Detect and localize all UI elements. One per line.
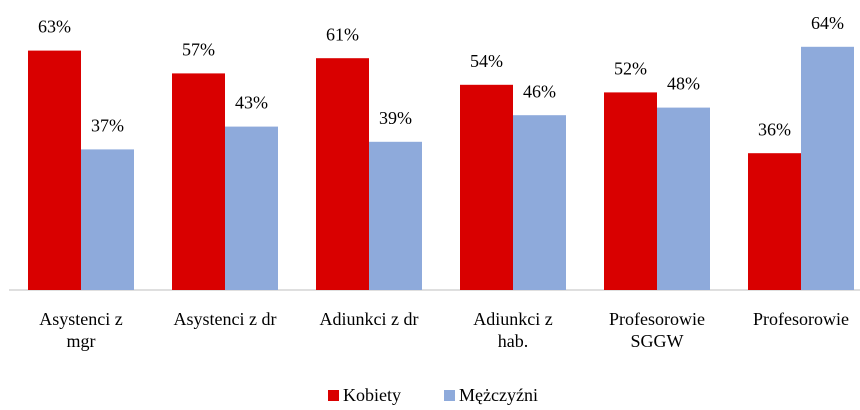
data-label: 64% (811, 13, 844, 33)
data-label: 36% (758, 119, 791, 139)
x-tick-label: Adiunkci z dr (319, 309, 419, 329)
bar (316, 58, 369, 291)
data-label: 39% (379, 108, 412, 128)
x-tick-label: Profesorowie (753, 309, 849, 329)
data-label: 54% (470, 51, 503, 71)
data-label: 63% (38, 17, 71, 37)
data-label: 37% (91, 116, 124, 136)
data-label: 52% (614, 59, 647, 79)
bar (604, 92, 657, 291)
x-tick-label: Asystenci z mgr (39, 309, 123, 351)
data-label: 48% (667, 74, 700, 94)
data-label: 61% (326, 24, 359, 44)
data-label: 57% (182, 40, 215, 60)
legend-swatch (328, 390, 339, 401)
legend-swatch (444, 390, 455, 401)
bar (28, 50, 81, 290)
bar (513, 115, 566, 290)
bar (460, 84, 513, 290)
data-label: 43% (235, 93, 268, 113)
bar (81, 149, 134, 290)
x-tick-label: Asystenci z dr (173, 309, 277, 329)
legend-label: Kobiety (343, 385, 401, 405)
data-label: 46% (523, 81, 556, 101)
bar (225, 126, 278, 290)
legend-label: Mężczyźni (459, 385, 538, 405)
bar (369, 141, 422, 290)
x-tick-label: Profesorowie SGGW (609, 309, 705, 351)
bar (657, 107, 710, 290)
bar (748, 153, 801, 290)
bar (172, 73, 225, 291)
bar (801, 46, 854, 290)
x-tick-label: Adiunkci z hab. (473, 309, 553, 351)
